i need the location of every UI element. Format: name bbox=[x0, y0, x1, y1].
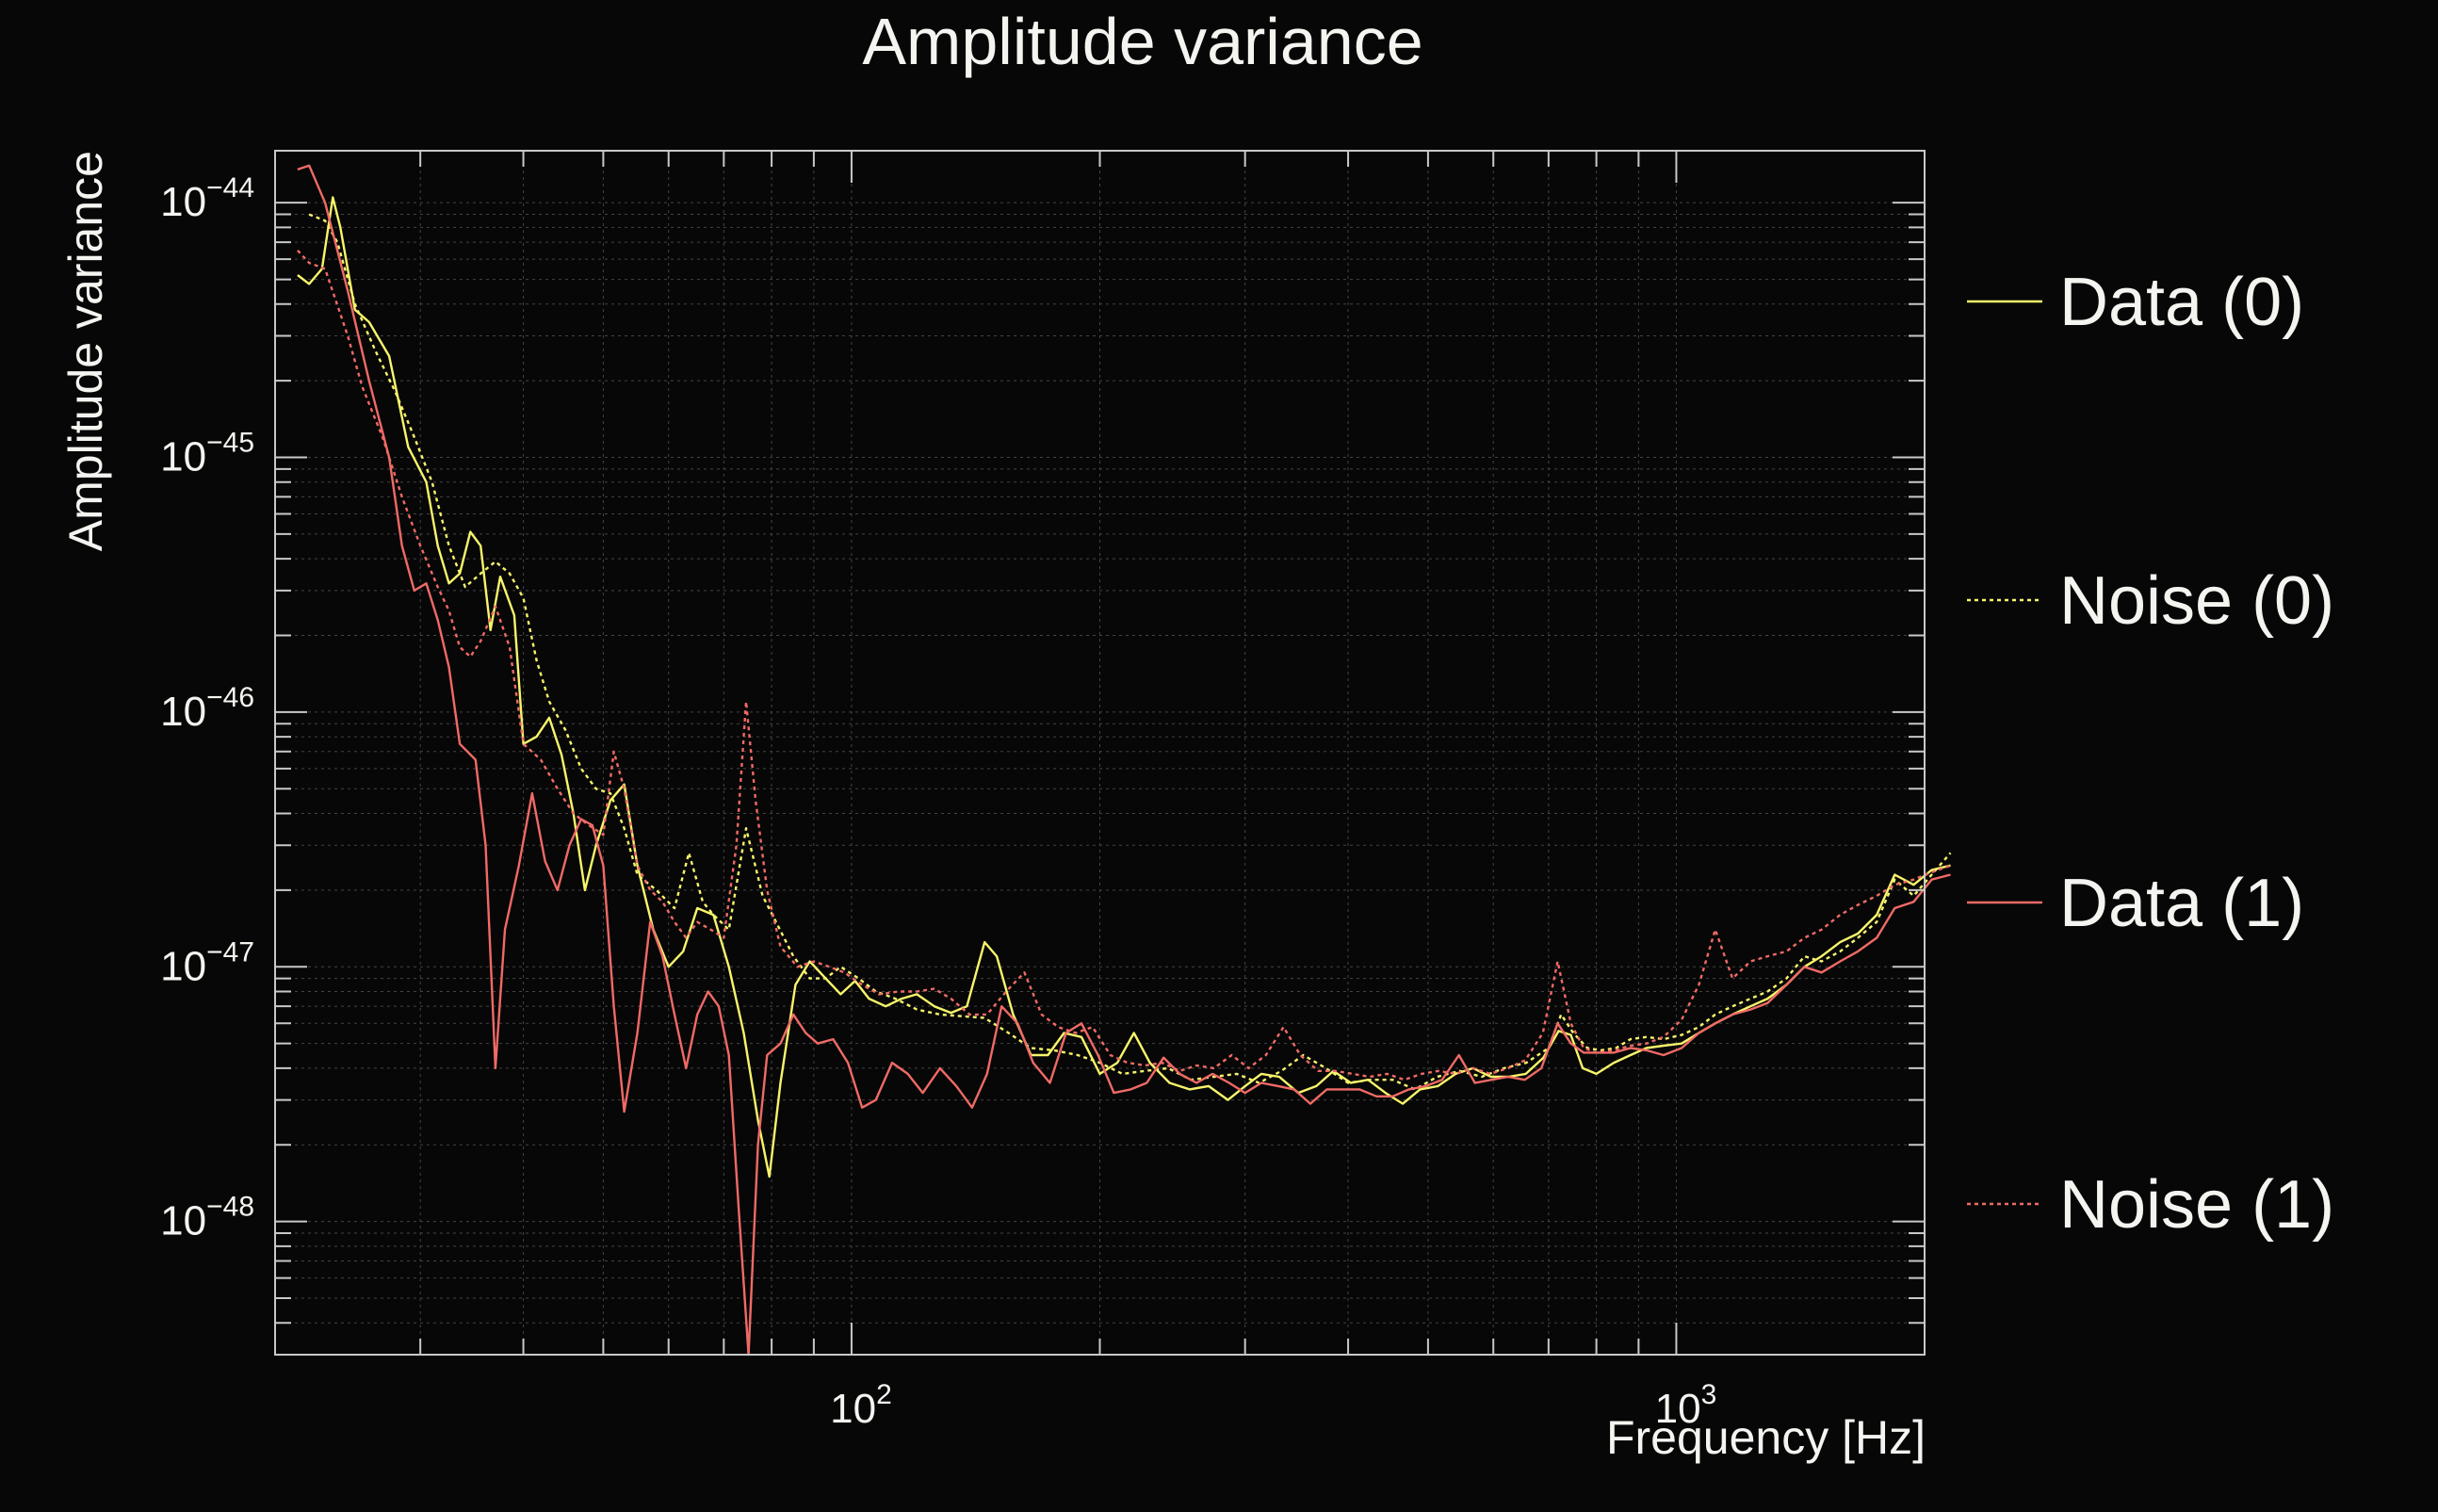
y-axis-label: Amplitude variance bbox=[59, 151, 112, 551]
series-line-3 bbox=[297, 249, 1951, 1081]
y-tick-label: 10−48 bbox=[160, 1192, 254, 1244]
legend-label-0: Data (0) bbox=[2059, 265, 2304, 340]
y-tick-label: 10−45 bbox=[160, 428, 254, 480]
legend-label-2: Data (1) bbox=[2059, 866, 2304, 941]
y-tick-label: 10−46 bbox=[160, 682, 254, 735]
series-line-2 bbox=[297, 164, 1951, 1357]
x-tick-label: 102 bbox=[830, 1379, 892, 1432]
y-tick-label: 10−44 bbox=[160, 172, 254, 225]
series-line-1 bbox=[308, 213, 1952, 1091]
legend-label-1: Noise (0) bbox=[2059, 563, 2334, 639]
legend: Data (0) Noise (0) Data (1) Noise (1) bbox=[1967, 265, 2334, 1243]
x-axis-label: Frequency [Hz] bbox=[1606, 1411, 1926, 1464]
chart-title: Amplitude variance bbox=[862, 5, 1422, 78]
x-tick-label: 103 bbox=[1655, 1379, 1717, 1432]
legend-label-3: Noise (1) bbox=[2059, 1167, 2334, 1243]
y-tick-label: 10−47 bbox=[160, 936, 254, 989]
